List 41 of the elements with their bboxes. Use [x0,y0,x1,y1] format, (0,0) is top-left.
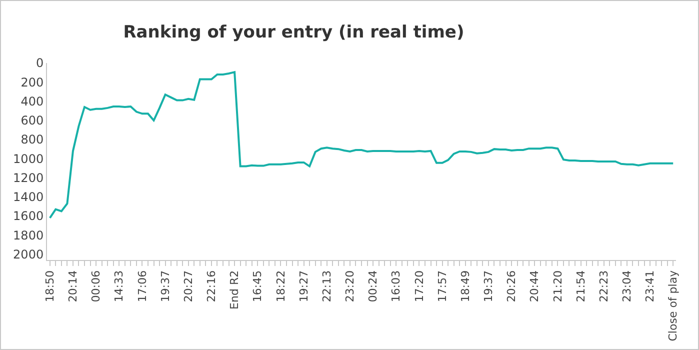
y-tick-label: 200 [20,75,44,90]
y-tick-label: 1000 [13,152,44,166]
x-tick-label: 18:22 [274,270,288,302]
y-tick-label: 1600 [13,209,44,224]
line-series [48,71,674,219]
chart-title: Ranking of your entry (in real time) [123,22,464,42]
x-tick-label: 21:20 [551,270,564,302]
x-tick-label: 14:33 [112,270,126,302]
x-tick-label: 23:20 [344,270,357,302]
x-tick-label: 16:03 [390,270,403,302]
y-tick-label: 2000 [13,247,44,262]
x-tick-label: 20:26 [505,270,518,302]
x-tick-label: 18:49 [458,270,472,302]
x-tick-label: 22:16 [205,270,218,302]
y-tick-label: 1800 [13,228,44,242]
x-tick-label: 20:14 [66,270,80,302]
x-tick-label: 17:57 [436,270,449,302]
x-tick-label: 23:04 [620,270,634,302]
x-tick-label: 17:20 [412,270,426,302]
x-tick-label: End R2 [228,270,242,310]
x-tick-label: 00:24 [366,270,380,302]
y-tick-label: 1400 [13,190,44,204]
y-tick-label: 0 [36,56,44,70]
x-tick-label: 22:23 [597,270,610,302]
x-tick-label: 18:50 [43,270,56,302]
x-tick-label: Close of play [666,270,680,342]
x-tick-label: 16:45 [251,270,264,302]
x-tick-label: 17:06 [136,270,149,302]
x-tick-label: 22:13 [320,270,334,302]
x-tick-label: 21:54 [574,270,588,302]
x-tick-label: 19:37 [158,270,172,302]
x-tick-label: 19:27 [297,270,310,302]
x-tick-label: 00:06 [90,270,103,302]
y-tick-label: 600 [20,114,44,128]
x-tick-label: 19:37 [482,270,496,302]
x-tick-label: 20:27 [182,270,195,302]
x-tick-label: 23:41 [644,270,657,302]
y-tick-label: 400 [20,94,44,108]
x-tick-label: 20:44 [528,270,542,302]
y-tick-label: 1200 [13,170,44,185]
y-tick-label: 800 [20,132,44,147]
